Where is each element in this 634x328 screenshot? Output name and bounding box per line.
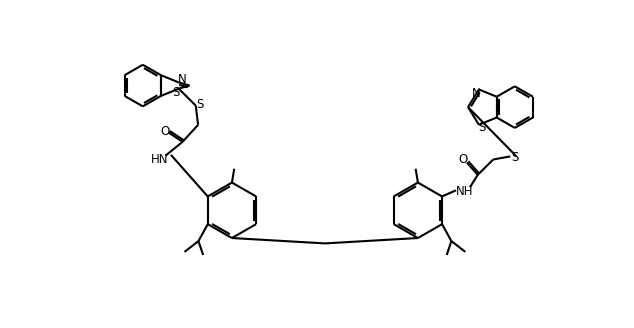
Text: HN: HN bbox=[151, 153, 168, 166]
Text: O: O bbox=[458, 153, 468, 166]
Text: N: N bbox=[472, 87, 480, 100]
Text: NH: NH bbox=[456, 185, 474, 197]
Text: S: S bbox=[172, 86, 179, 99]
Text: S: S bbox=[197, 98, 204, 111]
Text: S: S bbox=[478, 121, 486, 134]
Text: S: S bbox=[511, 151, 519, 164]
Text: O: O bbox=[160, 125, 169, 137]
Text: N: N bbox=[178, 73, 187, 86]
